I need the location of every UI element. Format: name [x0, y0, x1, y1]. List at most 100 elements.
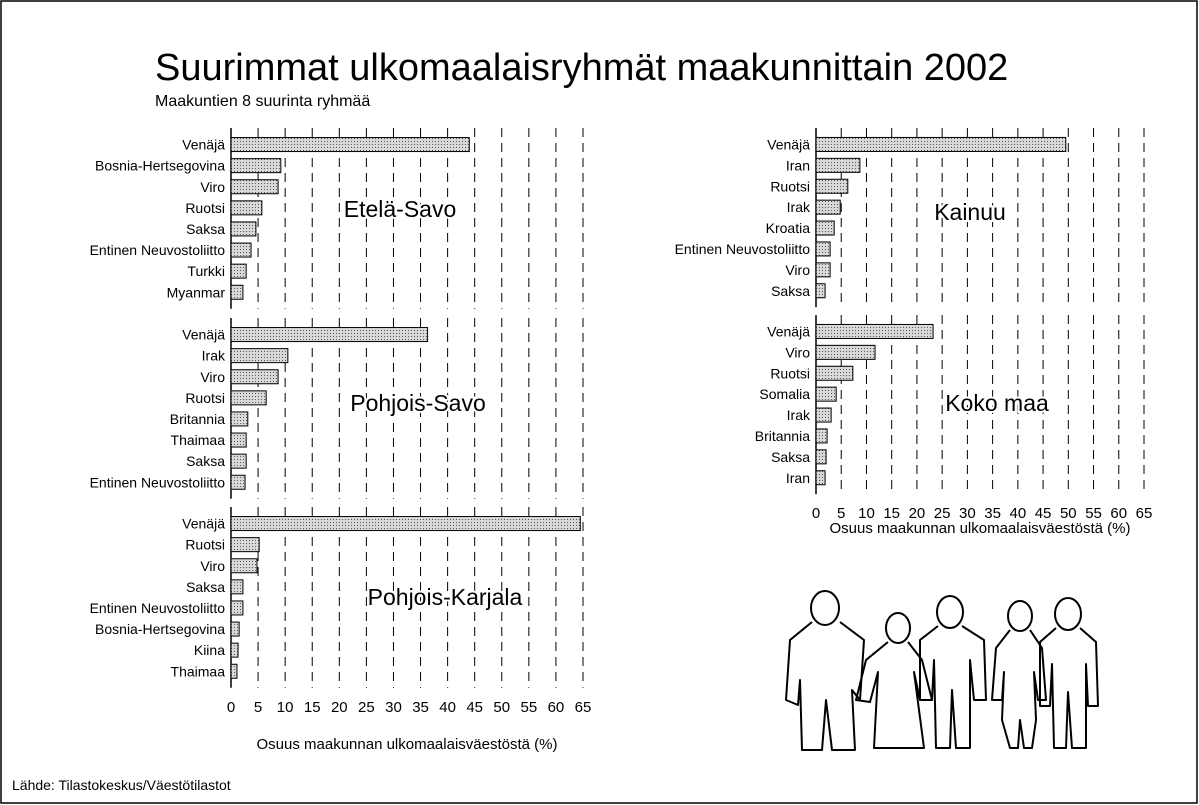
bar: [816, 137, 1066, 151]
category-label: Iran: [786, 470, 810, 486]
bar: [231, 138, 469, 152]
category-label: Viro: [785, 262, 810, 278]
category-label: Viro: [785, 344, 810, 360]
bar: [816, 263, 830, 277]
region-label: Etelä-Savo: [344, 196, 457, 222]
x-tick-label: 0: [812, 505, 820, 522]
category-label: Venäjä: [182, 137, 225, 153]
category-label: Saksa: [186, 579, 225, 595]
x-tick-label: 35: [412, 699, 429, 716]
bar: [231, 264, 246, 278]
bar: [231, 517, 580, 531]
category-label: Saksa: [771, 449, 810, 465]
bar: [231, 370, 278, 384]
bar: [816, 450, 826, 464]
category-label: Irak: [787, 407, 811, 423]
category-label: Saksa: [771, 283, 810, 299]
region-label: Koko maa: [945, 390, 1049, 416]
category-label: Irak: [202, 348, 226, 364]
category-label: Kiina: [194, 642, 225, 658]
bar: [231, 391, 266, 405]
category-label: Ruotsi: [185, 390, 225, 406]
category-label: Viro: [200, 558, 225, 574]
bar: [231, 180, 278, 194]
bar: [816, 324, 933, 338]
chart-title: Suurimmat ulkomaalaisryhmät maakunnittai…: [155, 47, 1008, 89]
category-label: Thaimaa: [171, 432, 226, 448]
category-label: Kroatia: [766, 220, 811, 236]
x-tick-label: 25: [358, 699, 375, 716]
bar: [231, 475, 245, 489]
category-label: Viro: [200, 369, 225, 385]
x-tick-label: 55: [521, 699, 538, 716]
bar: [816, 158, 860, 172]
x-tick-label: 65: [1136, 505, 1153, 522]
category-label: Somalia: [759, 386, 810, 402]
bar: [816, 366, 853, 380]
x-tick-label: 5: [254, 699, 262, 716]
bar: [816, 200, 840, 214]
x-tick-label: 10: [277, 699, 294, 716]
x-tick-label: 20: [331, 699, 348, 716]
chart: Suurimmat ulkomaalaisryhmät maakunnittai…: [0, 0, 1199, 805]
bar: [231, 538, 259, 552]
category-label: Saksa: [186, 453, 225, 469]
category-label: Venäjä: [182, 516, 225, 532]
category-label: Venäjä: [767, 136, 810, 152]
x-tick-label: 65: [575, 699, 592, 716]
category-label: Thaimaa: [171, 663, 226, 679]
category-label: Britannia: [755, 428, 810, 444]
category-label: Saksa: [186, 221, 225, 237]
region-label: Pohjois-Savo: [350, 390, 486, 416]
bar: [231, 243, 251, 257]
region-label: Kainuu: [934, 199, 1006, 225]
bar: [231, 201, 262, 215]
category-label: Iran: [786, 157, 810, 173]
category-label: Irak: [787, 199, 811, 215]
silhouettes: [786, 591, 1098, 750]
bar: [816, 345, 875, 359]
bar: [231, 285, 243, 299]
bar: [816, 387, 836, 401]
x-axis-label: Osuus maakunnan ulkomaalaisväestöstä (%): [257, 736, 558, 753]
x-tick-label: 60: [548, 699, 565, 716]
category-label: Bosnia-Hertsegovina: [95, 158, 225, 174]
bar: [231, 454, 246, 468]
bar: [231, 349, 288, 363]
bar: [231, 643, 238, 657]
x-tick-label: 45: [466, 699, 483, 716]
category-label: Entinen Neuvostoliitto: [90, 600, 226, 616]
category-label: Entinen Neuvostoliitto: [675, 241, 811, 257]
category-label: Bosnia-Hertsegovina: [95, 621, 225, 637]
category-label: Ruotsi: [770, 365, 810, 381]
category-label: Myanmar: [167, 284, 226, 300]
bar: [231, 622, 239, 636]
category-label: Ruotsi: [185, 200, 225, 216]
bar: [231, 664, 237, 678]
x-tick-label: 30: [385, 699, 402, 716]
bar: [231, 433, 246, 447]
x-axis-label: Osuus maakunnan ulkomaalaisväestöstä (%): [830, 520, 1131, 537]
category-label: Viro: [200, 179, 225, 195]
x-tick-label: 15: [304, 699, 321, 716]
category-label: Britannia: [170, 411, 225, 427]
bar: [816, 471, 825, 485]
category-label: Entinen Neuvostoliitto: [90, 474, 226, 490]
bar: [816, 408, 831, 422]
category-label: Entinen Neuvostoliitto: [90, 242, 226, 258]
subtitle: Maakuntien 8 suurinta ryhmää: [155, 93, 370, 110]
region-label: Pohjois-Karjala: [368, 584, 523, 610]
bar: [816, 242, 830, 256]
x-tick-label: 50: [493, 699, 510, 716]
bar: [231, 159, 281, 173]
bar: [231, 412, 248, 426]
bar: [816, 429, 827, 443]
bar: [231, 559, 257, 573]
bar: [816, 221, 834, 235]
bar: [816, 179, 848, 193]
bar: [816, 284, 825, 298]
category-label: Venäjä: [767, 323, 810, 339]
category-label: Venäjä: [182, 327, 225, 343]
source: Lähde: Tilastokeskus/Väestötilastot: [12, 777, 231, 793]
category-label: Ruotsi: [770, 178, 810, 194]
